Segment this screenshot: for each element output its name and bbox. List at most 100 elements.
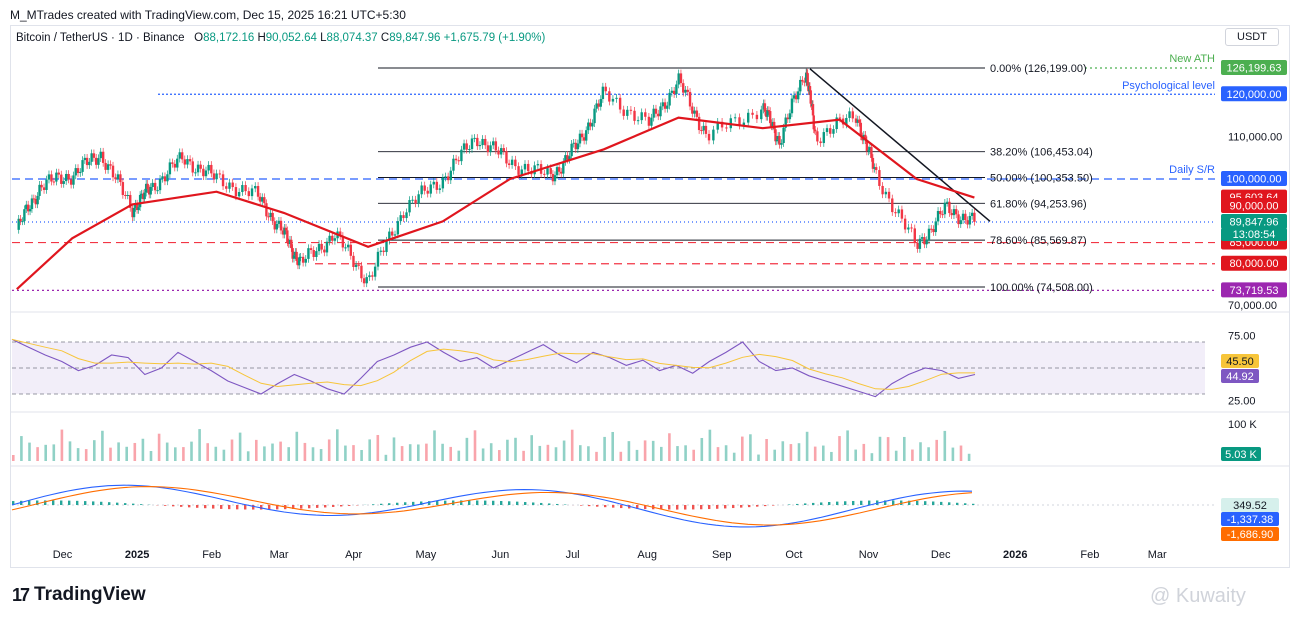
candle-body [283, 227, 286, 235]
candle-body [868, 147, 872, 151]
candle-body [244, 185, 247, 192]
candle-body [966, 220, 969, 225]
trend-line [809, 68, 991, 222]
candle-body [250, 188, 254, 197]
volume-bar [781, 441, 785, 461]
tradingview-logo-icon: 17 [12, 584, 30, 605]
candle-body [339, 231, 342, 236]
candle-body [76, 168, 80, 174]
volume-bar [660, 446, 663, 461]
candle-body [402, 215, 405, 219]
volume-bar [716, 447, 720, 461]
volume-bar [117, 442, 120, 461]
countdown-tag [1221, 228, 1287, 241]
symbol-info: Bitcoin / TetherUS · 1D · Binance O88,17… [16, 32, 545, 44]
macd-histogram-bar [292, 505, 295, 509]
macd-histogram-bar [748, 505, 751, 508]
candle-body [138, 194, 142, 208]
candle-body [368, 275, 371, 278]
candle-body [163, 176, 167, 182]
macd-histogram-bar [740, 505, 743, 508]
candle-body [166, 174, 169, 182]
chart-frame [10, 25, 1290, 568]
candle-body [263, 197, 266, 204]
candle-body [811, 104, 815, 116]
candle-body [26, 204, 30, 212]
candle-body [199, 164, 202, 169]
macd-histogram-bar [908, 500, 911, 505]
candle-body [765, 111, 768, 117]
candle-body [608, 91, 611, 102]
brand: 17 TradingView [12, 584, 146, 606]
macd-histogram-bar [236, 505, 239, 510]
macd-histogram-bar [28, 500, 31, 505]
volume-bar [481, 448, 485, 461]
macd-histogram-bar [636, 505, 639, 509]
candle-body [955, 209, 958, 215]
candle-body [256, 185, 260, 197]
candle-body [851, 111, 854, 119]
volume-bar [465, 437, 469, 461]
price-tag-label: 126,199.63 [1226, 62, 1281, 74]
candle-body [497, 150, 500, 155]
candle-body [564, 155, 567, 162]
candle-body [881, 185, 884, 195]
candle-body [168, 162, 172, 175]
macd-histogram-bar [172, 505, 175, 507]
price-tag [1221, 255, 1287, 271]
candle-body [111, 165, 115, 178]
symbol-name[interactable]: Bitcoin / TetherUS · 1D · Binance [16, 32, 185, 44]
volume-bar [668, 433, 671, 461]
candle-body [647, 116, 651, 126]
currency-selector[interactable]: USDT [1225, 28, 1279, 46]
candle-body [301, 256, 305, 263]
macd-histogram-bar [436, 500, 439, 505]
macd-histogram-bar [892, 500, 895, 505]
candle-body [126, 194, 129, 196]
volume-bar [822, 445, 825, 461]
candle-body [585, 130, 588, 141]
candle-body [952, 209, 956, 216]
macd-histogram-bar [532, 502, 535, 505]
macd-histogram-bar [500, 500, 503, 505]
volume-bar [457, 450, 461, 461]
volume-bar [222, 449, 226, 461]
candle-body [543, 173, 546, 175]
x-tick-label: Jun [492, 549, 510, 561]
macd-histogram-bar [316, 505, 319, 508]
macd-histogram-bar [948, 502, 951, 505]
candle-body [196, 164, 200, 173]
volume-bar [449, 446, 452, 461]
candle-body [333, 238, 337, 241]
macd-histogram-bar [804, 503, 807, 505]
volume-bar [344, 445, 347, 461]
candle-body [331, 235, 334, 241]
macd-histogram-bar [644, 505, 647, 510]
candle-body [298, 257, 301, 266]
rsi-ma-tag [1221, 354, 1259, 368]
candle-body [140, 193, 143, 195]
price-tag-label: 80,000.00 [1230, 258, 1279, 270]
candle-body [557, 167, 561, 172]
candle-body [94, 157, 98, 165]
macd-histogram-bar [732, 505, 735, 509]
candle-body [307, 248, 310, 259]
candle-body [859, 122, 863, 137]
macd-histogram-bar [460, 500, 463, 505]
candle-body [275, 223, 279, 230]
volume-bar [230, 439, 234, 461]
volume-bar [619, 451, 623, 461]
candle-body [604, 86, 607, 92]
macd-histogram-bar [924, 501, 927, 505]
macd-histogram-bar [388, 503, 391, 505]
candle-body [589, 122, 592, 127]
macd-histogram-bar [956, 502, 959, 505]
macd-histogram-bar [68, 500, 71, 505]
x-tick-label: Sep [712, 549, 732, 561]
candle-body [341, 235, 345, 248]
countdown-label: 13:08:54 [1233, 229, 1276, 241]
candle-body [101, 151, 105, 163]
candle-body [188, 159, 192, 162]
volume-bar [708, 429, 712, 461]
